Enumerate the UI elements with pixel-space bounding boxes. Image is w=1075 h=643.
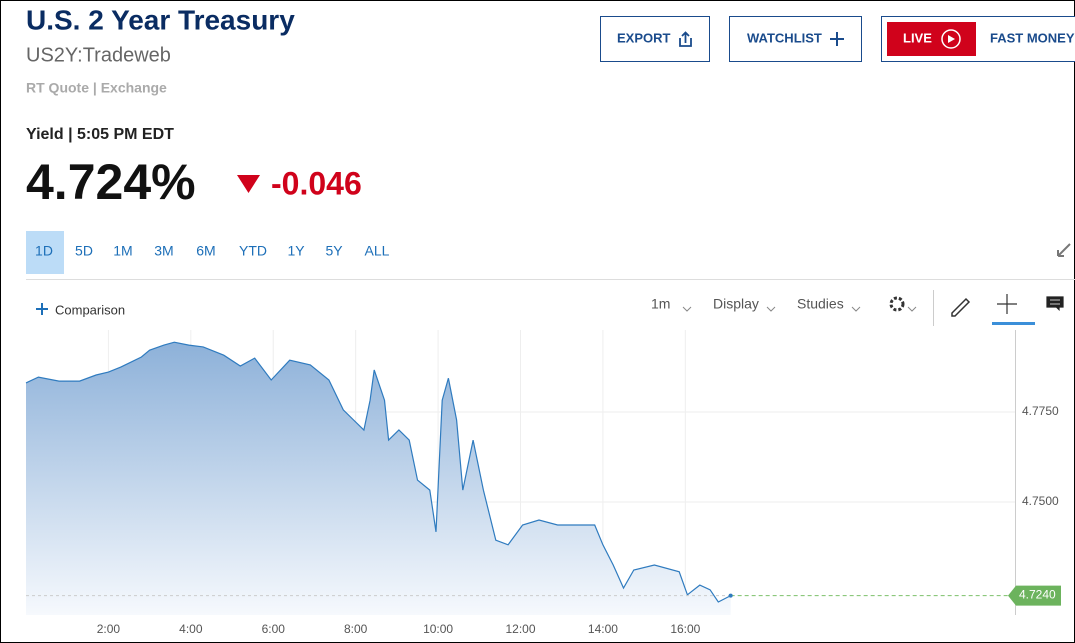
source: RT Quote | Exchange: [26, 80, 167, 96]
comment-icon[interactable]: [1045, 295, 1065, 313]
range-tab[interactable]: ALL: [365, 243, 390, 259]
range-tab[interactable]: 6M: [196, 243, 215, 259]
range-tab[interactable]: YTD: [239, 243, 267, 259]
crosshair-icon[interactable]: [997, 294, 1017, 314]
gear-icon[interactable]: [889, 296, 905, 312]
export-text: EXPORT: [617, 30, 671, 45]
studies[interactable]: Studies: [797, 296, 844, 312]
chart: 2:00 4:00 6:00 8:00 10:00 12:00 14:00 16:00 4.75…: [25, 330, 1061, 636]
expand-icon[interactable]: [1057, 243, 1071, 257]
plus-icon: [36, 303, 48, 315]
range-tab[interactable]: 5D: [75, 243, 93, 259]
active-tool: [992, 322, 1035, 325]
range-tab[interactable]: 1M: [113, 243, 132, 259]
fast-money-text: FAST MONEY: [990, 30, 1075, 45]
symbol: US2Y:Tradeweb: [26, 44, 171, 66]
area: [26, 342, 731, 615]
yield-label: Yield | 5:05 PM EDT: [26, 126, 174, 143]
pencil-icon[interactable]: [951, 297, 971, 317]
watchlist-text: WATCHLIST: [747, 30, 822, 45]
last-value-label: 4.7240: [1019, 588, 1056, 602]
chevrons: [682, 306, 917, 312]
display[interactable]: Display: [713, 296, 759, 312]
change: -0.046: [271, 165, 362, 201]
last-value-badge: [1008, 585, 1061, 606]
active-tab: [26, 231, 64, 274]
last-point: [728, 593, 733, 598]
range-tab[interactable]: 1D: [35, 243, 53, 259]
range-tab[interactable]: 1Y: [287, 243, 305, 259]
x-tick-label: 14:00: [588, 622, 618, 636]
y-tick-label: 4.7500: [1022, 494, 1059, 508]
x-tick-label: 12:00: [505, 622, 535, 636]
interval[interactable]: 1m: [651, 296, 670, 312]
range-tab[interactable]: 3M: [154, 243, 173, 259]
down-arrow: [237, 175, 260, 193]
x-tick-label: 8:00: [344, 622, 368, 636]
x-tick-label: 10:00: [423, 622, 453, 636]
export-button[interactable]: EXPORT: [600, 16, 710, 62]
x-tick-label: 16:00: [670, 622, 700, 636]
live-button[interactable]: LIVE FAST MONEY: [881, 16, 1075, 62]
title: U.S. 2 Year Treasury: [26, 4, 295, 35]
live-text: LIVE: [903, 30, 932, 45]
range-tab[interactable]: 5Y: [325, 243, 343, 259]
x-tick-label: 2:00: [97, 622, 121, 636]
line: [25, 341, 731, 603]
comparison[interactable]: Comparison: [55, 302, 125, 317]
watchlist-button[interactable]: WATCHLIST: [729, 16, 862, 62]
x-tick-label: 6:00: [262, 622, 286, 636]
x-tick-label: 4:00: [179, 622, 203, 636]
price: 4.724%: [26, 154, 196, 210]
y-tick-label: 4.7750: [1022, 404, 1059, 418]
